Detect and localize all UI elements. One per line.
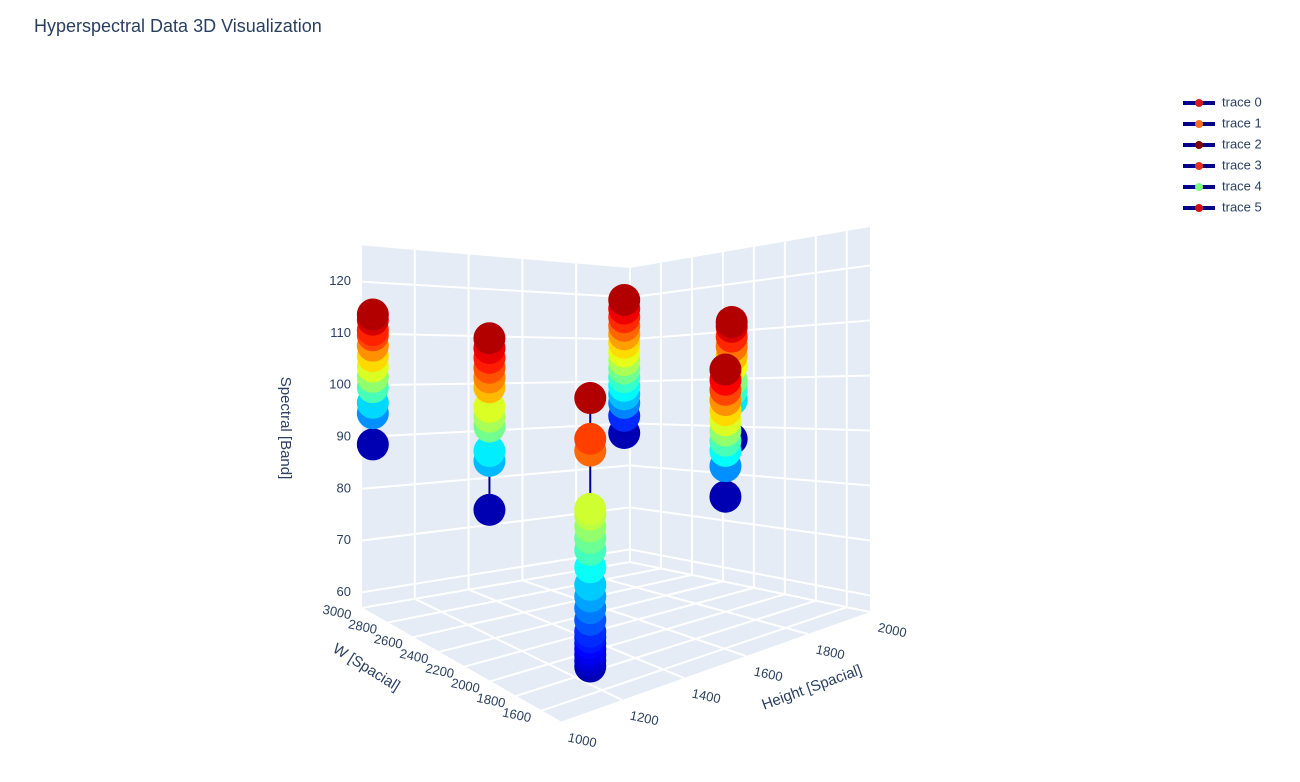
legend-marker	[1195, 141, 1203, 149]
grid-line	[360, 280, 631, 299]
grid-line	[360, 464, 631, 490]
grid-line	[629, 548, 871, 597]
legend-label[interactable]: trace 5	[1222, 199, 1262, 214]
legend-label[interactable]: trace 3	[1222, 157, 1262, 172]
z-tick-label: 100	[329, 377, 351, 392]
z-tick-label: 60	[337, 584, 351, 599]
marker	[608, 283, 641, 316]
legend-label[interactable]: trace 1	[1222, 115, 1262, 130]
x-tick-label: 1200	[629, 708, 660, 729]
y-tick-label: 2600	[373, 631, 404, 652]
grid-line	[514, 599, 817, 698]
grid-line	[522, 579, 747, 657]
marker	[473, 493, 506, 526]
legend: trace 0 trace 1 trace 2 trace 3 trace 4 trace…	[1183, 94, 1262, 214]
legend-label[interactable]: trace 4	[1222, 178, 1262, 193]
z-tick-label: 70	[337, 532, 351, 547]
grid-line	[540, 606, 848, 712]
grid-line	[575, 570, 809, 635]
y-tick-label: 1600	[501, 705, 532, 726]
marker	[473, 435, 506, 468]
grid-line	[629, 374, 871, 383]
grid-line	[489, 593, 786, 683]
y-tick-label: 2800	[347, 616, 378, 637]
z-axis-title: Spectral [Band]	[277, 377, 294, 480]
grid-line	[629, 422, 871, 432]
legend-marker	[1195, 162, 1203, 170]
marker	[574, 492, 607, 525]
grid-line	[414, 597, 623, 701]
z-tick-label: 110	[330, 325, 351, 340]
marker	[709, 353, 742, 386]
scene: 6070809010011012016001800200022002400260…	[277, 227, 908, 750]
y-tick-label: 3000	[321, 602, 352, 623]
chart-title: Hyperspectral Data 3D Visualization	[34, 16, 322, 36]
marker	[574, 382, 607, 415]
y-tick-label: 2400	[398, 646, 429, 667]
marker	[574, 422, 607, 455]
z-tick-label: 120	[329, 273, 351, 288]
grid-line	[629, 464, 871, 487]
grid-line	[629, 264, 871, 299]
x-tick-label: 1800	[815, 642, 846, 663]
y-tick-label: 1800	[475, 690, 506, 711]
marker	[709, 480, 742, 513]
legend-label[interactable]: trace 2	[1222, 136, 1262, 151]
grid-line	[386, 567, 662, 624]
z-tick-label: 80	[337, 480, 351, 495]
marker	[715, 305, 748, 338]
grid-line	[629, 319, 871, 341]
x-tick-label: 1000	[567, 730, 598, 751]
z-tick-label: 90	[337, 428, 351, 443]
grid-line	[463, 586, 755, 668]
x-tick-label: 1400	[691, 686, 722, 707]
y-tick-label: 2000	[450, 675, 481, 696]
x-tick-label: 2000	[877, 620, 908, 641]
marker	[356, 428, 389, 461]
legend-marker	[1195, 99, 1203, 107]
grid-line	[360, 607, 561, 723]
y-tick-label: 2200	[424, 660, 455, 681]
legend-marker	[1195, 120, 1203, 128]
grid-line	[412, 573, 693, 639]
legend-label[interactable]: trace 0	[1222, 94, 1262, 109]
back-wall-right	[630, 227, 870, 612]
marker	[473, 322, 506, 355]
grid-line	[629, 561, 871, 613]
legend-marker	[1195, 183, 1203, 191]
x-tick-label: 1600	[753, 664, 784, 685]
marker	[356, 298, 389, 331]
grid-line	[629, 506, 871, 542]
legend-marker	[1195, 204, 1203, 212]
